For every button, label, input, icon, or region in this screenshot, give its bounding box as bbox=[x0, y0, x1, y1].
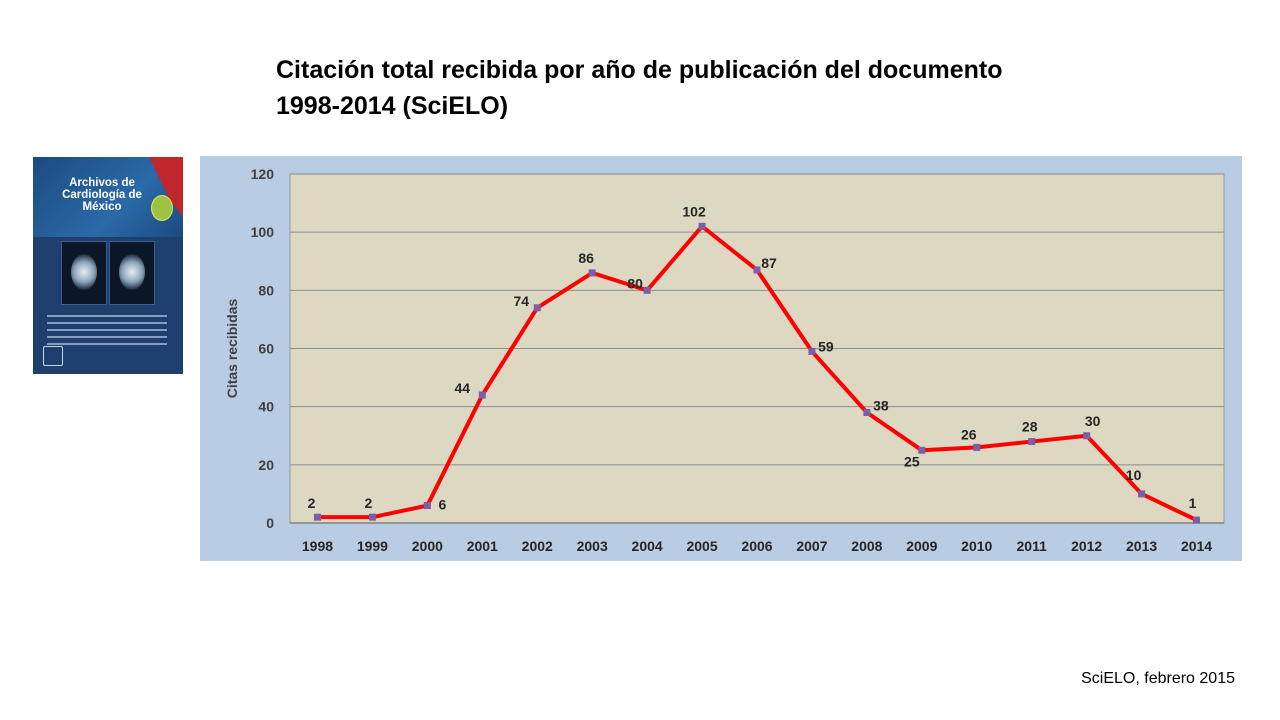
data-point-2001 bbox=[478, 391, 486, 399]
x-tick-label-1999: 1999 bbox=[357, 538, 388, 554]
data-label-2013: 10 bbox=[1126, 467, 1142, 483]
cover-contents-lines bbox=[47, 315, 167, 350]
data-label-2000: 6 bbox=[438, 497, 446, 513]
data-point-2009 bbox=[918, 446, 926, 454]
cover-publisher-logo bbox=[43, 346, 63, 366]
data-point-2000 bbox=[423, 502, 431, 510]
x-tick-label-2014: 2014 bbox=[1181, 538, 1212, 554]
data-label-2011: 28 bbox=[1022, 419, 1038, 435]
data-point-2008 bbox=[863, 408, 871, 416]
citations-line-chart: 0 20 40 60 80 100 120 1998 1999 2000 2001 2002 2003 2… bbox=[200, 156, 1242, 561]
x-tick-label-2004: 2004 bbox=[632, 538, 663, 554]
data-label-2003: 86 bbox=[578, 250, 594, 266]
x-tick-label-2000: 2000 bbox=[412, 538, 443, 554]
slide-title-line-1: Citación total recibida por año de publi… bbox=[276, 56, 1003, 84]
x-tick-label-2007: 2007 bbox=[796, 538, 827, 554]
cover-journal-name: Archivos de Cardiología de México bbox=[62, 177, 142, 213]
data-point-2013 bbox=[1138, 490, 1146, 498]
slide-title-line-2: 1998-2014 (SciELO) bbox=[276, 92, 509, 120]
data-label-2010: 26 bbox=[961, 426, 977, 442]
y-axis-title: Citas recibidas bbox=[224, 298, 240, 398]
chart-svg: 0 20 40 60 80 100 120 1998 1999 2000 2001 2002 2003 2… bbox=[200, 156, 1242, 561]
data-label-2005: 102 bbox=[682, 203, 706, 219]
data-point-2006 bbox=[753, 266, 761, 274]
data-label-2008: 38 bbox=[873, 397, 889, 413]
y-tick-label-0: 0 bbox=[266, 515, 274, 531]
data-label-2006: 87 bbox=[761, 255, 777, 271]
x-tick-label-2002: 2002 bbox=[522, 538, 553, 554]
data-point-2012 bbox=[1083, 432, 1091, 440]
cover-scan-image-right bbox=[109, 241, 155, 305]
data-point-2005 bbox=[698, 222, 706, 230]
x-tick-label-2003: 2003 bbox=[577, 538, 608, 554]
data-label-2014: 1 bbox=[1189, 495, 1197, 511]
x-tick-label-2001: 2001 bbox=[467, 538, 498, 554]
data-label-2002: 74 bbox=[513, 293, 529, 309]
data-label-2009: 25 bbox=[904, 453, 920, 469]
x-tick-label-2012: 2012 bbox=[1071, 538, 1102, 554]
x-tick-label-2010: 2010 bbox=[961, 538, 992, 554]
x-tick-label-2008: 2008 bbox=[851, 538, 882, 554]
y-tick-label-80: 80 bbox=[258, 282, 274, 298]
x-tick-label-2006: 2006 bbox=[741, 538, 772, 554]
data-label-2007: 59 bbox=[818, 338, 834, 354]
data-point-1998 bbox=[313, 513, 321, 521]
x-tick-label-2011: 2011 bbox=[1017, 538, 1048, 554]
y-tick-label-120: 120 bbox=[251, 166, 275, 182]
x-tick-label-2009: 2009 bbox=[906, 538, 937, 554]
data-point-2014 bbox=[1193, 516, 1201, 524]
y-tick-label-20: 20 bbox=[258, 457, 274, 473]
y-tick-label-60: 60 bbox=[258, 341, 274, 357]
slide-title: Citación total recibida por año de publi… bbox=[276, 52, 1176, 124]
data-point-2010 bbox=[973, 443, 981, 451]
cover-scan-image-left bbox=[61, 241, 107, 305]
journal-cover-image: Archivos de Cardiología de México bbox=[33, 157, 183, 374]
source-note: SciELO, febrero 2015 bbox=[1081, 670, 1235, 687]
data-label-2012: 30 bbox=[1085, 413, 1101, 429]
data-label-2001: 44 bbox=[455, 380, 471, 396]
data-point-1999 bbox=[368, 513, 376, 521]
data-point-2002 bbox=[533, 304, 541, 312]
data-label-1999: 2 bbox=[365, 495, 373, 511]
x-tick-label-1998: 1998 bbox=[302, 538, 333, 554]
x-tick-label-2013: 2013 bbox=[1126, 538, 1157, 554]
data-label-2004: 80 bbox=[627, 275, 643, 291]
data-point-2003 bbox=[588, 269, 596, 277]
data-point-2011 bbox=[1028, 438, 1036, 446]
data-point-2007 bbox=[808, 347, 816, 355]
data-label-1998: 2 bbox=[308, 495, 316, 511]
cover-seal-icon bbox=[151, 195, 173, 221]
y-tick-label-40: 40 bbox=[258, 399, 274, 415]
data-point-2004 bbox=[643, 286, 651, 294]
x-tick-label-2005: 2005 bbox=[686, 538, 717, 554]
y-tick-label-100: 100 bbox=[251, 224, 275, 240]
